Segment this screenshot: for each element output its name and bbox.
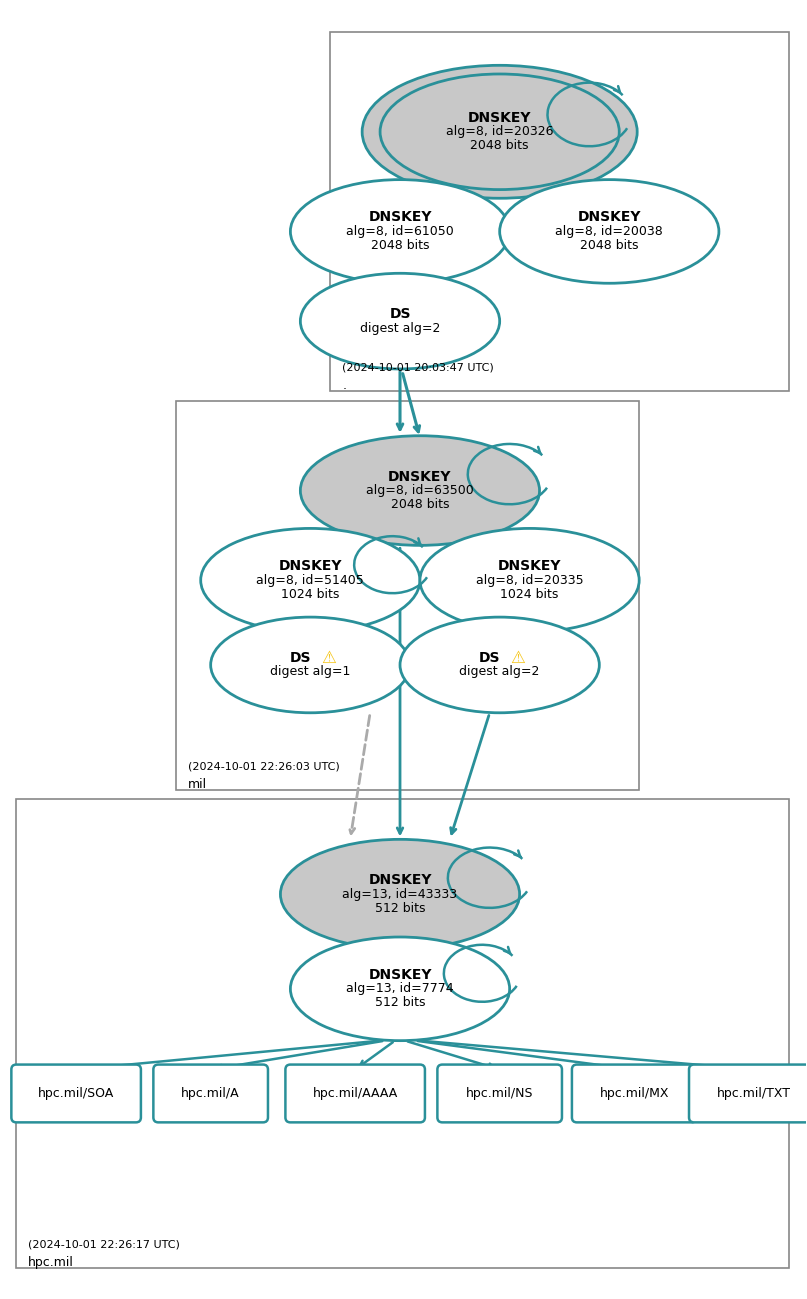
Text: DS: DS xyxy=(290,651,312,665)
FancyBboxPatch shape xyxy=(11,1065,141,1122)
Text: hpc.mil/A: hpc.mil/A xyxy=(182,1087,240,1100)
Text: hpc.mil/MX: hpc.mil/MX xyxy=(600,1087,669,1100)
Text: alg=8, id=61050: alg=8, id=61050 xyxy=(346,225,454,238)
Text: DNSKEY: DNSKEY xyxy=(368,968,432,982)
Text: DS: DS xyxy=(389,307,411,321)
Text: alg=8, id=20326: alg=8, id=20326 xyxy=(446,125,554,138)
Bar xyxy=(16,799,788,1268)
Text: 512 bits: 512 bits xyxy=(374,902,425,914)
FancyBboxPatch shape xyxy=(689,1065,807,1122)
Text: hpc.mil/AAAA: hpc.mil/AAAA xyxy=(312,1087,398,1100)
Text: 1024 bits: 1024 bits xyxy=(500,587,558,600)
Text: alg=8, id=20038: alg=8, id=20038 xyxy=(555,225,663,238)
Text: (2024-10-01 22:26:03 UTC): (2024-10-01 22:26:03 UTC) xyxy=(188,761,340,772)
Text: DNSKEY: DNSKEY xyxy=(368,873,432,887)
Ellipse shape xyxy=(300,435,540,546)
FancyBboxPatch shape xyxy=(437,1065,562,1122)
Ellipse shape xyxy=(291,179,510,283)
Ellipse shape xyxy=(362,65,638,199)
Ellipse shape xyxy=(300,273,500,369)
Ellipse shape xyxy=(201,529,420,633)
Ellipse shape xyxy=(280,839,520,950)
Text: ⚠: ⚠ xyxy=(510,650,525,666)
FancyBboxPatch shape xyxy=(153,1065,268,1122)
Text: mil: mil xyxy=(188,778,207,791)
Text: hpc.mil: hpc.mil xyxy=(28,1256,74,1269)
Text: digest alg=2: digest alg=2 xyxy=(459,665,540,678)
Text: 2048 bits: 2048 bits xyxy=(370,239,429,252)
Text: alg=13, id=7774: alg=13, id=7774 xyxy=(346,982,454,995)
Ellipse shape xyxy=(211,617,410,713)
Text: ⚠: ⚠ xyxy=(321,650,336,666)
Text: 2048 bits: 2048 bits xyxy=(391,498,449,511)
Ellipse shape xyxy=(420,529,639,633)
Text: 512 bits: 512 bits xyxy=(374,996,425,1009)
Text: .: . xyxy=(342,379,346,392)
Text: (2024-10-01 22:26:17 UTC): (2024-10-01 22:26:17 UTC) xyxy=(28,1241,180,1250)
FancyBboxPatch shape xyxy=(572,1065,696,1122)
Text: DNSKEY: DNSKEY xyxy=(468,110,532,125)
Text: DS: DS xyxy=(479,651,500,665)
Bar xyxy=(330,32,788,391)
Text: DNSKEY: DNSKEY xyxy=(368,210,432,225)
Text: 2048 bits: 2048 bits xyxy=(470,139,529,152)
Text: DNSKEY: DNSKEY xyxy=(578,210,641,225)
Text: 2048 bits: 2048 bits xyxy=(580,239,638,252)
Ellipse shape xyxy=(291,937,510,1040)
Text: DNSKEY: DNSKEY xyxy=(278,560,342,573)
FancyBboxPatch shape xyxy=(286,1065,425,1122)
Text: DNSKEY: DNSKEY xyxy=(388,470,452,483)
Bar xyxy=(176,401,639,790)
Text: alg=8, id=20335: alg=8, id=20335 xyxy=(476,574,583,587)
Text: hpc.mil/TXT: hpc.mil/TXT xyxy=(717,1087,791,1100)
Text: DNSKEY: DNSKEY xyxy=(498,560,562,573)
Text: hpc.mil/SOA: hpc.mil/SOA xyxy=(38,1087,115,1100)
Text: 1024 bits: 1024 bits xyxy=(281,587,340,600)
Ellipse shape xyxy=(400,617,600,713)
Text: digest alg=1: digest alg=1 xyxy=(270,665,350,678)
Text: alg=13, id=43333: alg=13, id=43333 xyxy=(342,887,458,900)
Text: (2024-10-01 20:03:47 UTC): (2024-10-01 20:03:47 UTC) xyxy=(342,362,494,373)
Ellipse shape xyxy=(380,74,619,190)
Ellipse shape xyxy=(500,179,719,283)
Text: hpc.mil/NS: hpc.mil/NS xyxy=(466,1087,533,1100)
Text: digest alg=2: digest alg=2 xyxy=(360,322,440,335)
Text: alg=8, id=63500: alg=8, id=63500 xyxy=(366,485,474,498)
Text: alg=8, id=51405: alg=8, id=51405 xyxy=(257,574,364,587)
